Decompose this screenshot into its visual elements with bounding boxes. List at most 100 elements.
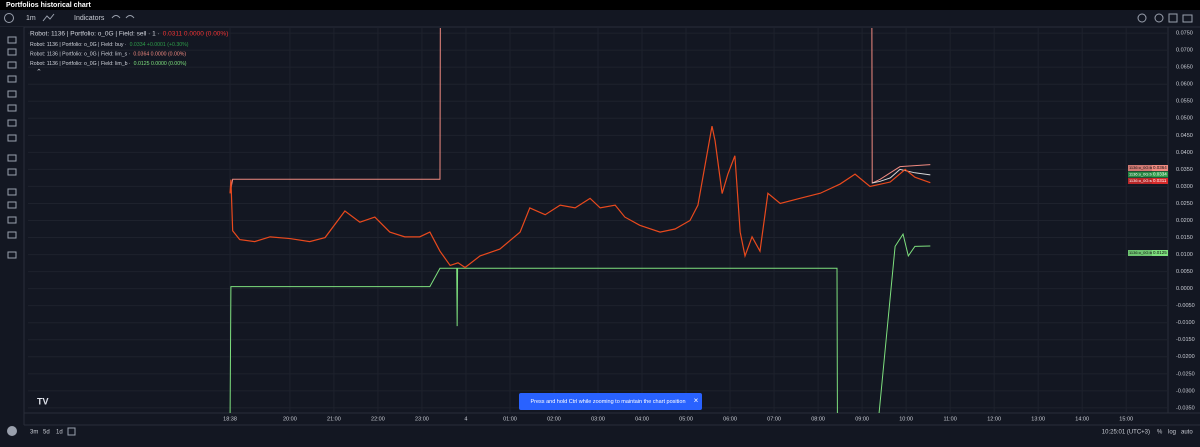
x-tick-label: 03:00 — [591, 416, 605, 422]
tv-logo: TV — [37, 396, 49, 406]
tool-button[interactable] — [7, 154, 17, 162]
tool-button[interactable] — [7, 75, 17, 83]
tool-button[interactable] — [7, 61, 17, 69]
x-tick-label: 06:00 — [723, 416, 737, 422]
price-tag-name-bg — [1128, 178, 1152, 184]
y-tick-label: -0.0150 — [1176, 337, 1195, 343]
clock: 10:25:01 (UTC+3) — [1102, 430, 1150, 436]
y-tick-label: 0.0400 — [1176, 150, 1193, 156]
tool-button[interactable] — [7, 36, 17, 44]
legend: Robot: 1136 | Portfolio: o_0G | Field: s… — [30, 31, 228, 67]
y-tick-label: 0.0250 — [1176, 201, 1193, 207]
y-tick-label: 0.0700 — [1176, 48, 1193, 54]
y-tick-label: 0.0050 — [1176, 269, 1193, 275]
title-bar — [0, 0, 1200, 10]
grid — [28, 28, 1168, 413]
price-tag-value-bg — [1152, 178, 1168, 184]
x-tick-label: 22:00 — [371, 416, 385, 422]
drawing-toolbar — [0, 27, 24, 425]
tool-button[interactable] — [7, 216, 17, 224]
scale-option[interactable]: auto — [1181, 430, 1193, 436]
legend-label: Robot: 1136 | Portfolio: o_0G | Field: b… — [30, 42, 127, 48]
tool-button[interactable] — [7, 104, 17, 112]
x-tick-label: 08:00 — [811, 416, 825, 422]
y-tick-label: 0.0150 — [1176, 235, 1193, 241]
x-tick-label: 12:00 — [987, 416, 1001, 422]
y-tick-label: -0.0300 — [1176, 388, 1195, 394]
x-tick-label: 10:00 — [899, 416, 913, 422]
x-tick-label: 01:00 — [503, 416, 517, 422]
fullscreen-button[interactable] — [1168, 13, 1178, 23]
legend-stats: 0.0125 0.0000 (0.00%) — [134, 61, 187, 67]
undo-button[interactable] — [111, 15, 121, 19]
price-tag-value: 0.0311 — [1153, 178, 1167, 183]
x-tick-label: 18:38 — [223, 416, 237, 422]
y-tick-label: 0.0100 — [1176, 252, 1193, 258]
price-tag-value: 0.0125 — [1153, 250, 1167, 255]
y-tick-label: -0.0050 — [1176, 303, 1195, 309]
toast-close[interactable]: × — [694, 396, 699, 405]
x-tick-label: 15:00 — [1119, 416, 1133, 422]
y-tick-label: 0.0450 — [1176, 133, 1193, 139]
tool-button[interactable] — [7, 90, 17, 98]
collapse-legend-button[interactable]: ⌃ — [36, 68, 42, 76]
toast — [519, 393, 702, 410]
add-symbol-button[interactable] — [4, 13, 14, 23]
date-range-button[interactable] — [67, 427, 76, 436]
toast-text: Press and hold Ctrl while zooming to mai… — [531, 399, 686, 405]
price-tag-value-bg — [1152, 250, 1168, 256]
interval-button[interactable]: 1m — [26, 15, 36, 22]
y-tick-label: 0.0000 — [1176, 286, 1193, 292]
tool-button[interactable] — [7, 134, 17, 142]
redo-button[interactable] — [125, 15, 135, 19]
settings-button[interactable] — [1154, 13, 1164, 23]
tool-button[interactable] — [7, 201, 17, 209]
drawing-tools — [7, 36, 17, 259]
x-tick-label: 05:00 — [679, 416, 693, 422]
chart-type-button[interactable] — [42, 13, 55, 22]
search-button[interactable] — [1137, 13, 1147, 23]
x-tick-label: 21:00 — [327, 416, 341, 422]
toolbar — [0, 10, 1200, 27]
tool-button[interactable] — [7, 231, 17, 239]
scale-option[interactable]: log — [1168, 430, 1176, 436]
y-tick-label: -0.0350 — [1176, 405, 1195, 411]
y-tick-label: 0.0650 — [1176, 65, 1193, 71]
price-tag-name: 1136:o_0G:sell — [1129, 178, 1156, 183]
y-tick-label: 0.0550 — [1176, 99, 1193, 105]
tool-button[interactable] — [7, 251, 17, 259]
x-tick-label: 11:00 — [943, 416, 956, 422]
y-tick-label: 0.0500 — [1176, 116, 1193, 122]
y-tick-label: 0.0300 — [1176, 184, 1193, 190]
price-tag-value: 0.0364 — [1153, 165, 1167, 170]
tool-button[interactable] — [7, 119, 17, 127]
price-tag-name: 1136:o_0G:lim_s — [1129, 165, 1159, 170]
indicators-button[interactable]: Indicators — [74, 15, 105, 22]
series-line — [229, 28, 931, 194]
legend-label: Robot: 1136 | Portfolio: o_0G | Field: s… — [30, 31, 160, 38]
range-button[interactable]: 5d — [43, 430, 50, 436]
tool-button[interactable] — [7, 168, 17, 176]
scale-option[interactable]: % — [1157, 430, 1163, 436]
axes: 0.0750 0.0700 0.0650 0.0600 0.0550 0.0500 0.04… — [223, 31, 1195, 423]
y-tick-label: 0.0750 — [1176, 31, 1193, 37]
series-line — [229, 125, 931, 269]
range-button[interactable]: 1d — [56, 430, 63, 436]
legend-stats: 0.0364 0.0000 (0.00%) — [133, 51, 186, 57]
y-tick-label: -0.0250 — [1176, 371, 1195, 377]
x-tick-label: 13:00 — [1031, 416, 1045, 422]
bottom-bar: 3m 5d 1d 10:25:01 (UTC+3)% log auto — [30, 430, 1193, 436]
legend-label: Robot: 1136 | Portfolio: o_0G | Field: l… — [30, 61, 131, 67]
tool-button[interactable] — [7, 188, 17, 196]
user-avatar[interactable] — [7, 426, 17, 436]
range-button[interactable]: 3m — [30, 430, 38, 436]
x-tick-label: 09:00 — [855, 416, 869, 422]
screenshot-button[interactable] — [1182, 14, 1193, 23]
price-tag-name-bg — [1128, 165, 1152, 171]
series-line — [229, 232, 931, 413]
price-tag-value-bg — [1152, 171, 1168, 178]
x-tick-label: 14:00 — [1075, 416, 1089, 422]
tool-button[interactable] — [7, 48, 17, 56]
